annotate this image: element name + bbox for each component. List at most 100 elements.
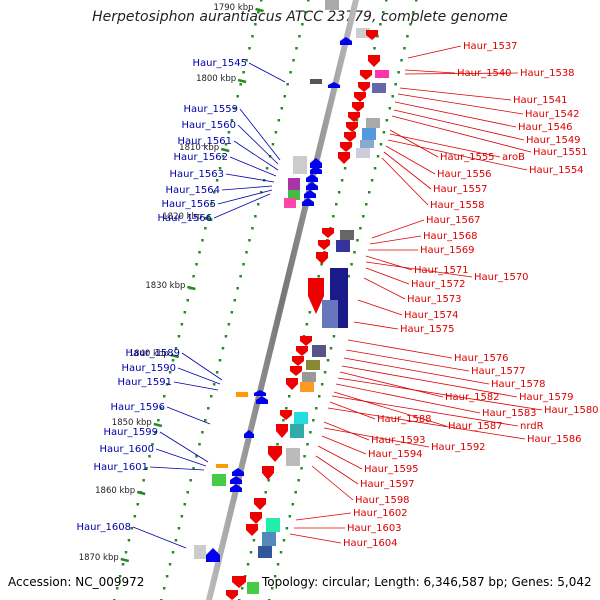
feature-box (262, 532, 276, 546)
kbp-tick (153, 422, 163, 428)
red-gene-arrow (352, 102, 364, 112)
track-dot (382, 131, 386, 134)
leader-line-right (317, 445, 363, 470)
track-dot (218, 167, 222, 170)
gene-label-right: Haur_1567 (426, 215, 481, 226)
kbp-label: 1790 kbp (213, 3, 253, 13)
track-dot (388, 107, 392, 110)
feature-boxes (194, 0, 389, 594)
track-dot (177, 335, 181, 338)
leader-line-left (155, 448, 207, 467)
gene-label-left: Haur_1545 (192, 58, 247, 69)
feature-box (284, 198, 296, 208)
kbp-tick (187, 285, 196, 291)
track-dot (118, 575, 122, 578)
leader-line-right (404, 69, 456, 74)
track-dot (201, 239, 204, 242)
leader-line-right (357, 299, 403, 316)
track-dot (385, 0, 388, 2)
track-dot (394, 83, 397, 86)
leader-line-right (394, 101, 517, 128)
track-dot (124, 551, 128, 554)
gene-label-left: Haur_1563 (169, 169, 224, 180)
track-dot (367, 191, 371, 194)
red-gene-arrow (292, 356, 304, 366)
leader-line-right (329, 401, 376, 420)
track-dot (215, 179, 219, 182)
leader-line-right (323, 427, 430, 448)
track-dot (305, 323, 309, 326)
kbp-tick (170, 353, 180, 359)
leader-line-right (391, 115, 532, 153)
track-dot (329, 347, 333, 350)
track-dot (171, 359, 175, 362)
track-dot (162, 395, 166, 398)
track-dot (309, 431, 312, 434)
track-dot (303, 455, 306, 458)
track-dot (230, 311, 234, 314)
track-dot (162, 587, 166, 590)
red-gene-arrow (290, 366, 302, 376)
track-dot (337, 191, 341, 194)
leader-line-right (383, 151, 432, 190)
gene-label-right: Haur_1597 (360, 479, 415, 490)
feature-box (293, 156, 307, 174)
track-dot (285, 527, 289, 530)
track-dot (347, 275, 350, 278)
leader-line-right (289, 533, 342, 544)
leader-line-right (389, 133, 501, 158)
track-dot (248, 47, 251, 50)
track-dot (151, 443, 154, 446)
gene-label-left: Haur_1559 (183, 104, 238, 115)
kbp-tick (204, 216, 213, 222)
red-gene-arrow (296, 346, 308, 356)
track-dot (335, 203, 338, 206)
track-dot (291, 503, 295, 506)
gene-label-right: Haur_1579 (519, 392, 574, 403)
gene-label-right: Haur_1573 (407, 294, 462, 305)
track-dot (265, 167, 269, 170)
gene-label-right: Haur_1541 (513, 95, 568, 106)
track-dot (183, 503, 187, 506)
track-dot (201, 431, 204, 434)
track-dot (115, 587, 119, 590)
red-gene-arrow (276, 424, 288, 438)
backbone-line (205, 0, 360, 600)
kbp-tick (120, 557, 130, 563)
map-title: Herpetosiphon aurantiacus ATCC 23779, co… (92, 9, 508, 25)
leader-line-right (335, 383, 481, 414)
leader-line-right (331, 395, 519, 427)
accession-text: Accession: NC_009972 (8, 575, 145, 589)
leader-line-right (327, 407, 526, 440)
track-dot (210, 203, 213, 206)
gene-label-left: Haur_1600 (99, 444, 154, 455)
track-dot (233, 107, 237, 110)
leader-line-left (217, 189, 273, 205)
feature-box (325, 0, 339, 10)
track-dot (207, 407, 210, 410)
kbp-label: 1860 kbp (95, 486, 135, 496)
gene-label-left: Haur_1601 (93, 462, 148, 473)
track-dot (186, 299, 189, 302)
red-gene-arrow (358, 82, 370, 92)
red-gene-arrow (232, 576, 246, 588)
track-dot (260, 0, 263, 2)
feature-box (290, 424, 304, 438)
gene-label-right: aroB (502, 152, 525, 163)
kbp-tick (136, 490, 146, 496)
track-dot (356, 239, 359, 242)
gene-label-right: Haur_1580 (544, 405, 599, 416)
leader-line-left (149, 466, 205, 471)
leader-line-right (389, 129, 439, 158)
red-gene-arrow (354, 92, 366, 102)
feature-box (247, 582, 259, 594)
leader-line-left (181, 352, 223, 381)
track-dot (307, 0, 310, 2)
blue-gene-arrow (304, 190, 316, 198)
leader-line-left (173, 381, 219, 391)
gene-label-left: Haur_1589 (125, 348, 180, 359)
kbp-ruler: 1790 kbp 1800 kbp 1810 kbp 1820 kbp 1830 kbp… (79, 3, 264, 563)
track-dot (236, 95, 239, 98)
gene-label-right: Haur_1595 (364, 464, 419, 475)
leader-line-right (399, 87, 512, 101)
